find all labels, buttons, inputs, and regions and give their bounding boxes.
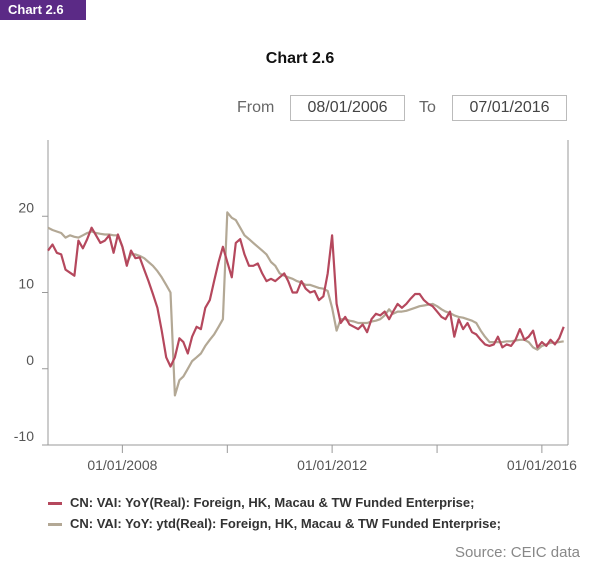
- y-tick-label: -10: [14, 428, 34, 444]
- legend-swatch-series2: [48, 523, 62, 526]
- legend-label-series2: CN: VAI: YoY: ytd(Real): Foreign, HK, Ma…: [70, 516, 501, 531]
- chart-badge: Chart 2.6: [0, 0, 86, 20]
- chart-axes: 20 10 0 -10 01/01/2008 01/01/2012 01/01/2016: [14, 140, 577, 473]
- from-date-input[interactable]: 08/01/2006: [290, 95, 405, 121]
- x-tick-label: 01/01/2008: [87, 457, 157, 473]
- x-tick-label: 01/01/2012: [297, 457, 367, 473]
- chart-title: Chart 2.6: [265, 50, 335, 67]
- source-note: Source: CEIC data: [454, 544, 580, 561]
- series-line-1: [47, 226, 565, 368]
- line-chart: 20 10 0 -10 01/01/2008 01/01/2012 01/01/2016: [14, 140, 577, 473]
- date-range: From 08/01/2006 To 07/01/2016: [0, 95, 600, 123]
- y-tick-label: 0: [26, 352, 34, 368]
- to-label: To: [419, 99, 436, 116]
- x-tick-label: 01/01/2016: [507, 457, 577, 473]
- legend-label-series1: CN: VAI: YoY(Real): Foreign, HK, Macau &…: [70, 495, 475, 510]
- series-line-2: [47, 211, 564, 397]
- from-label: From: [237, 99, 275, 116]
- chart-series-layer: [47, 211, 565, 397]
- legend-swatch-series1: [48, 502, 62, 505]
- y-tick-label: 10: [18, 276, 34, 292]
- y-tick-label: 20: [18, 199, 34, 215]
- to-date-input[interactable]: 07/01/2016: [452, 95, 567, 121]
